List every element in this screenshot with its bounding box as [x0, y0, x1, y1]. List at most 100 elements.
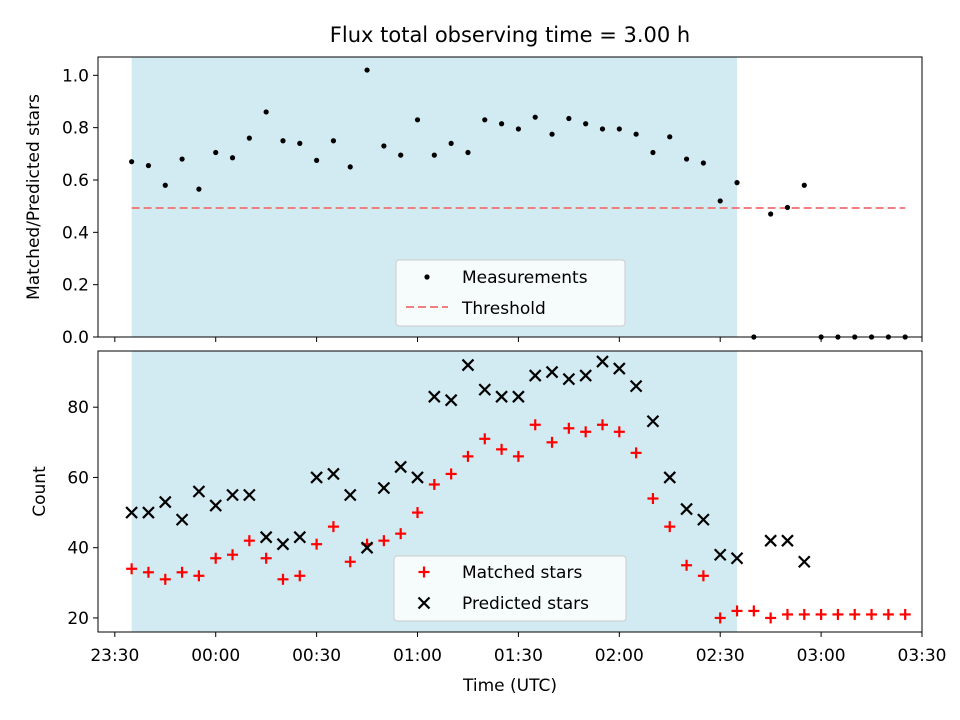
predicted-star-point — [209, 499, 222, 512]
y-tick-label: 1.0 — [62, 66, 89, 86]
matched-star-point — [462, 450, 474, 462]
y-tick-label: 0.2 — [62, 276, 89, 296]
measurement-point — [364, 67, 370, 73]
measurement-point — [566, 115, 572, 122]
measurements-legend-marker — [424, 274, 430, 280]
matched-star-point — [647, 493, 659, 505]
measurements-series — [129, 67, 908, 340]
measurement-point — [633, 131, 639, 137]
matched-star-point — [748, 605, 760, 617]
measurement-point — [280, 138, 286, 144]
x-tick-label: 03:30 — [898, 646, 947, 666]
measurement-point — [667, 134, 673, 140]
top-panel: 0.0 0.2 0.4 0.6 0.8 1.0 Flux total observing … — [24, 23, 923, 348]
predicted-star-point — [562, 372, 576, 386]
matched-star-point — [815, 608, 827, 620]
matched-star-point — [412, 507, 424, 519]
bottom-legend: Matched stars Predicted stars — [393, 555, 627, 622]
matched-star-point — [882, 608, 894, 620]
measurement-point — [549, 131, 555, 137]
bottom-legend-box — [393, 555, 627, 622]
predicted-star-point — [192, 485, 206, 498]
measurement-point — [246, 135, 252, 141]
x-tick-label: 00:00 — [191, 646, 240, 666]
predicted-star-point — [444, 393, 458, 407]
predicted-star-point — [158, 495, 172, 509]
x-tick-label: 02:30 — [696, 646, 745, 666]
measurement-point — [347, 164, 353, 170]
predicted-star-point — [697, 513, 710, 526]
predicted-star-point — [125, 506, 138, 519]
x-tick-label: 01:30 — [494, 646, 543, 666]
measurements-legend-label: Measurements — [462, 268, 588, 288]
measurement-point — [616, 126, 622, 132]
top-legend: Measurements Threshold — [395, 259, 626, 327]
measurement-point — [229, 155, 236, 161]
x-tick-label: 01:00 — [393, 646, 442, 666]
matched-star-point — [596, 419, 608, 431]
measurement-point — [263, 109, 269, 115]
measurement-point — [196, 186, 202, 192]
predicted-star-point — [579, 369, 592, 382]
matched-star-point — [512, 450, 524, 462]
predicted-star-point — [243, 488, 256, 502]
matched-star-point — [311, 538, 323, 550]
threshold-legend-label: Threshold — [461, 299, 546, 319]
measurement-point — [398, 152, 404, 158]
predicted-star-point — [175, 513, 189, 526]
measurement-point — [162, 182, 168, 188]
measurement-point — [784, 204, 791, 211]
measurement-point — [129, 159, 135, 165]
measurement-point — [330, 138, 337, 144]
predicted-stars-series — [125, 355, 811, 569]
y-tick-label: 20 — [67, 609, 89, 629]
measurement-point — [431, 152, 437, 158]
matched-star-point — [142, 566, 154, 578]
predicted-star-point — [730, 551, 744, 565]
matched-star-point — [849, 608, 861, 620]
legend-plus — [418, 566, 430, 578]
predicted-star-point — [512, 390, 525, 403]
matched-star-point — [496, 443, 508, 455]
bottom-y-axis-label: Count — [30, 466, 50, 517]
measurement-point — [583, 121, 589, 127]
predicted-star-point — [343, 488, 357, 502]
legend-cross — [417, 596, 431, 610]
matched-stars-legend-marker — [418, 566, 430, 578]
predicted-stars-legend-label: Predicted stars — [462, 594, 589, 614]
y-tick-label: 0.4 — [62, 223, 89, 243]
matched-star-point — [765, 612, 777, 624]
y-tick-label: 0.8 — [62, 119, 89, 139]
measurement-point — [414, 117, 421, 123]
predicted-star-point — [798, 555, 811, 569]
matched-star-point — [176, 566, 188, 578]
matched-star-point — [193, 570, 205, 582]
chart-title: Flux total observing time = 3.00 h — [330, 23, 690, 47]
predicted-star-point — [613, 362, 626, 375]
predicted-star-point — [394, 460, 407, 474]
top-x-axis-ticks — [114, 337, 923, 342]
measurement-point — [700, 160, 706, 166]
matched-star-point — [395, 528, 407, 540]
predicted-star-point — [629, 379, 643, 393]
predicted-star-point — [478, 383, 492, 396]
matched-star-point — [227, 549, 239, 561]
measurement-point — [734, 180, 740, 186]
matched-star-point — [697, 570, 709, 582]
predicted-star-point — [528, 369, 542, 382]
top-y-axis-ticks: 0.0 0.2 0.4 0.6 0.8 1.0 — [62, 66, 98, 348]
measurement-point — [650, 149, 656, 156]
predicted-star-point — [781, 534, 794, 547]
measurement-point — [801, 182, 807, 188]
predicted-star-point — [764, 534, 777, 547]
top-y-axis-label: Matched/Predicted stars — [24, 94, 44, 300]
y-tick-label: 0.6 — [62, 171, 89, 191]
measurement-point — [683, 156, 690, 162]
matched-star-point — [714, 612, 726, 624]
measurement-point — [599, 126, 606, 132]
predicted-star-point — [259, 530, 273, 544]
y-tick-label: 0.0 — [62, 328, 89, 348]
bottom-axes-frame — [97, 350, 923, 633]
x-tick-label: 02:00 — [595, 646, 644, 666]
